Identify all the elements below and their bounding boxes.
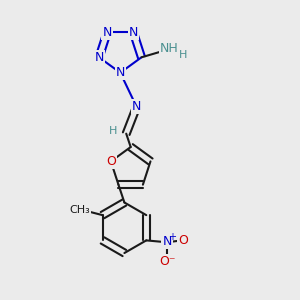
Text: N: N <box>103 26 112 39</box>
Text: NH: NH <box>160 42 178 55</box>
Text: +: + <box>168 232 176 242</box>
Text: H: H <box>179 50 187 60</box>
Text: N: N <box>94 51 104 64</box>
Text: O: O <box>106 155 116 168</box>
Text: N: N <box>129 26 138 39</box>
Text: N: N <box>116 66 125 79</box>
Text: CH₃: CH₃ <box>69 205 90 215</box>
Text: N: N <box>132 100 141 113</box>
Text: N: N <box>162 236 172 248</box>
Text: H: H <box>109 126 117 136</box>
Text: O: O <box>178 234 188 247</box>
Text: O⁻: O⁻ <box>159 255 175 268</box>
